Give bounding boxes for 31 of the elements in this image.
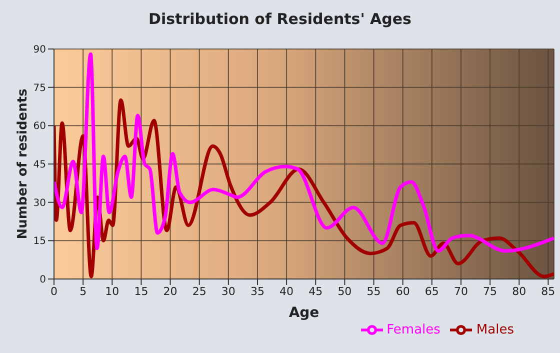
y-tick-label: 30: [33, 198, 46, 209]
y-axis-title: Number of residents: [16, 88, 31, 240]
x-tick-label: 45: [308, 284, 323, 298]
x-tick-label: 10: [105, 284, 120, 298]
legend-label: Males: [476, 322, 514, 338]
x-tick-label: 35: [250, 284, 264, 298]
chart-title: Distribution of Residents' Ages: [148, 10, 412, 28]
line-series: [54, 52, 554, 253]
x-tick-label: 80: [512, 284, 526, 298]
x-axis-title: Age: [288, 305, 320, 321]
x-tick-label: 5: [80, 284, 87, 298]
y-tick-label: 60: [33, 121, 46, 132]
y-tick-label: 45: [33, 160, 46, 171]
x-tick-label: 20: [163, 284, 178, 298]
y-tick-label: 75: [33, 82, 46, 94]
x-tick-label: 25: [192, 284, 206, 298]
x-tick-label: 30: [221, 284, 236, 298]
x-tick-label: 75: [483, 284, 498, 298]
x-tick-label: 15: [134, 284, 148, 298]
x-tick-label: 55: [366, 284, 381, 298]
y-tick-label: 90: [33, 44, 46, 56]
x-tick-label: 0: [50, 284, 58, 298]
x-tick-label: 65: [424, 284, 439, 298]
x-tick-label: 85: [541, 284, 556, 298]
legend-label: Females: [386, 322, 440, 338]
y-tick-label: 15: [33, 236, 46, 248]
y-tick-label: 0: [40, 274, 46, 286]
x-tick-label: 70: [454, 284, 468, 298]
x-tick-label: 40: [280, 284, 294, 298]
x-tick-label: 60: [396, 284, 410, 298]
x-tick-label: 50: [338, 284, 352, 298]
